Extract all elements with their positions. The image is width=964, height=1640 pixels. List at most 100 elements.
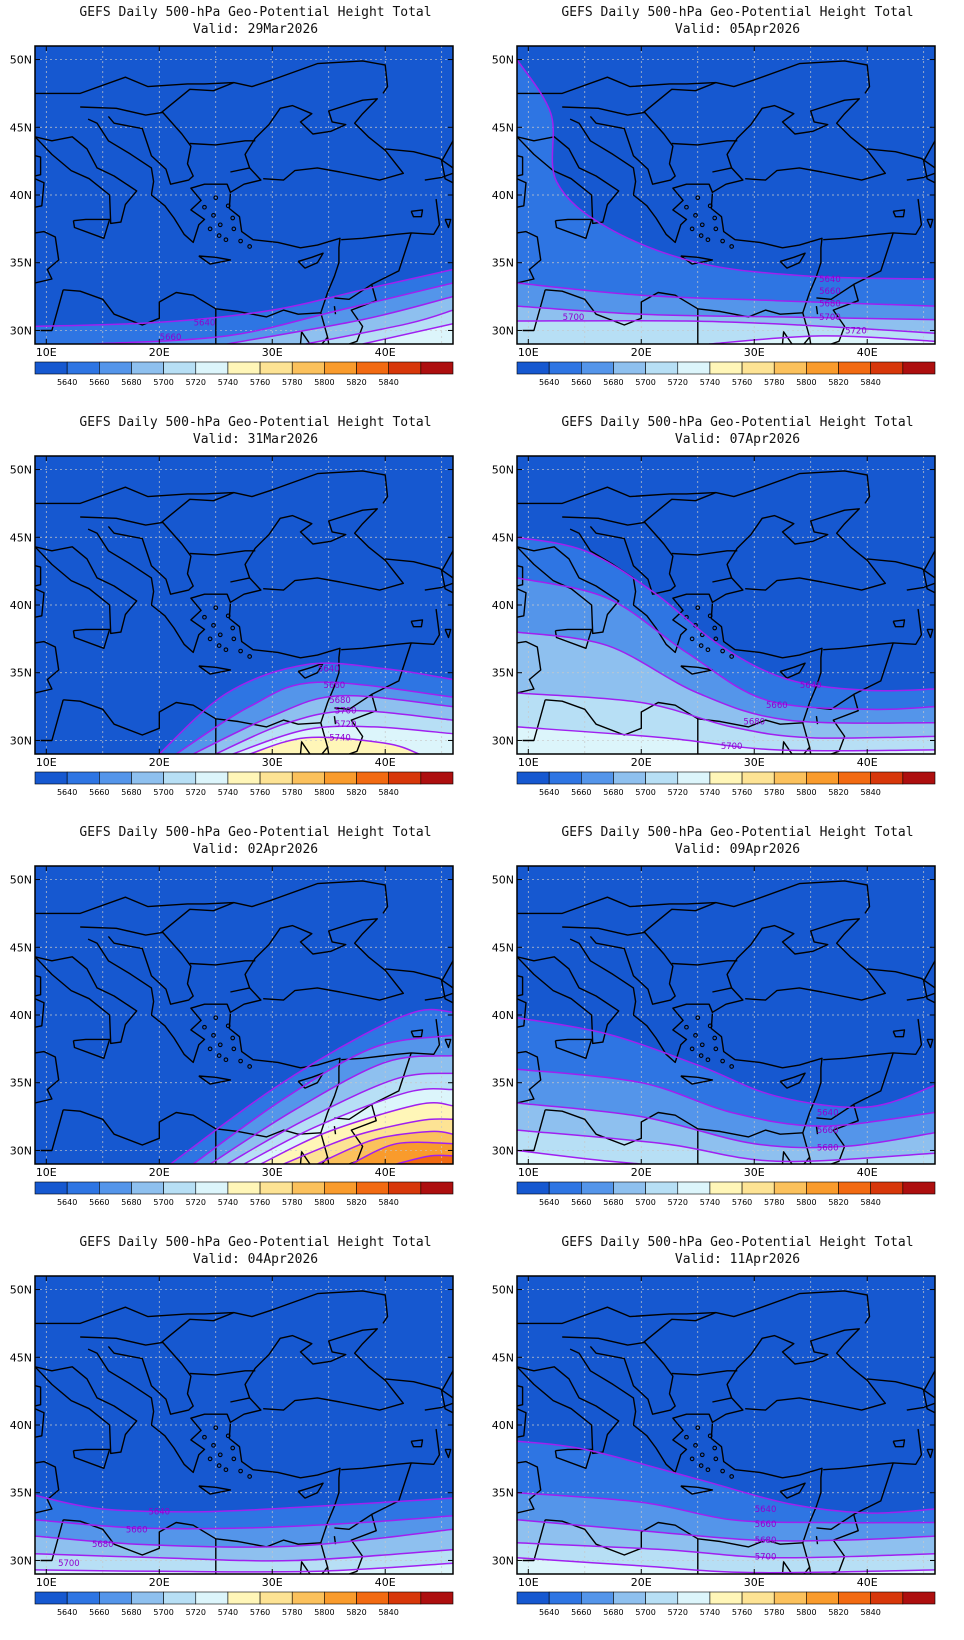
coastline: [444, 1448, 452, 1459]
contour-line-5640: [517, 59, 935, 280]
colorbar-swatch: [420, 1591, 454, 1605]
island: [720, 238, 725, 244]
tick-label-lat: 50N: [10, 1284, 32, 1297]
coastline: [161, 901, 235, 933]
coastline: [569, 918, 886, 1064]
island: [713, 636, 719, 642]
island: [720, 648, 725, 654]
island: [223, 1057, 229, 1063]
colorbar-swatch: [870, 771, 904, 785]
coastline: [87, 98, 404, 244]
coastline: [926, 1448, 934, 1459]
tick-label-lon: 10E: [36, 1166, 57, 1179]
tick-label-lat: 40N: [10, 1419, 32, 1432]
coastline: [671, 1370, 738, 1376]
island: [213, 1425, 219, 1431]
island: [707, 1433, 713, 1439]
contour-label: 5640: [819, 275, 841, 285]
contour-line-5680: [517, 1102, 935, 1149]
colorbar-swatch: [356, 771, 389, 785]
coastline: [333, 306, 337, 315]
colorbar-swatch: [131, 771, 164, 785]
island: [695, 195, 701, 201]
coastline: [87, 918, 404, 1064]
contour-label: 5700: [721, 742, 743, 752]
coastline: [228, 1423, 341, 1574]
height-band-5700: [517, 1130, 935, 1164]
colorbar-label: 5640: [539, 1608, 559, 1617]
map-panel: GEFS Daily 500-hPa Geo-Potential Height …: [482, 820, 964, 1230]
island: [202, 1434, 207, 1440]
island: [202, 614, 207, 620]
coastline: [517, 470, 871, 505]
coastline: [230, 987, 250, 993]
coastline: [643, 491, 717, 523]
colorbar-label: 5640: [57, 788, 77, 797]
coastline: [712, 1397, 732, 1403]
coastline: [35, 880, 389, 915]
island: [712, 215, 718, 221]
colorbar-label: 5740: [218, 788, 238, 797]
contour-label: 5680: [817, 1144, 839, 1154]
colorbar-label: 5780: [282, 378, 302, 387]
island: [712, 625, 718, 631]
colorbar-swatch: [291, 361, 325, 375]
coastline: [906, 1402, 935, 1411]
tick-label-lat: 50N: [492, 54, 514, 67]
colorbar-label: 5660: [571, 378, 591, 387]
colorbar-swatch: [645, 771, 679, 785]
coastline: [87, 508, 404, 654]
height-band-5720: [517, 1150, 935, 1164]
colorbar-label: 5820: [828, 788, 848, 797]
colorbar-swatch: [66, 361, 100, 375]
coastline: [712, 987, 732, 993]
coastline: [35, 60, 389, 95]
coastline: [441, 140, 453, 184]
colorbar-label: 5700: [153, 1198, 173, 1207]
tick-label-lat: 40N: [10, 599, 32, 612]
contour-line-5720: [517, 1149, 642, 1164]
tick-label-lat: 45N: [492, 531, 514, 544]
colorbar-label: 5780: [282, 788, 302, 797]
colorbar-swatch: [388, 1591, 422, 1605]
tick-label-lat: 45N: [10, 1351, 32, 1364]
island: [217, 222, 223, 228]
coastline: [348, 1514, 377, 1574]
coastline: [892, 619, 906, 628]
coastline: [410, 1439, 424, 1448]
colorbar-label: 5740: [218, 378, 238, 387]
contour-line-5680: [517, 305, 935, 321]
coastline: [517, 1385, 524, 1407]
colorbar-swatch: [613, 1181, 646, 1195]
colorbar-label: 5700: [153, 378, 173, 387]
tick-label-lat: 50N: [492, 874, 514, 887]
colorbar-swatch: [195, 771, 229, 785]
contour-line-5660: [175, 681, 453, 754]
contour-line-5720: [35, 1562, 453, 1573]
coastline: [35, 588, 45, 618]
colorbar-swatch: [227, 361, 261, 375]
coastline: [517, 178, 527, 208]
colorbar-label: 5700: [635, 378, 655, 387]
colorbar-swatch: [709, 1591, 743, 1605]
height-band-5820: [396, 1155, 453, 1164]
tick-label-lon: 30E: [744, 756, 765, 769]
coastline: [643, 1311, 717, 1343]
contour-label: 5700: [563, 313, 585, 323]
colorbar-swatch: [388, 1181, 422, 1195]
colorbar-label: 5820: [346, 1198, 366, 1207]
colorbar-swatch: [548, 361, 582, 375]
contour-line-5780: [317, 1130, 453, 1164]
panel-title: GEFS Daily 500-hPa Geo-Potential Height …: [79, 1235, 432, 1250]
tick-label-lon: 10E: [36, 756, 57, 769]
colorbar-label: 5700: [153, 788, 173, 797]
tick-label-lat: 40N: [492, 599, 514, 612]
coastline: [35, 1050, 60, 1104]
colorbar-label: 5740: [218, 1608, 238, 1617]
coastline: [35, 1290, 389, 1325]
coastline: [80, 1336, 194, 1415]
coastline: [230, 167, 250, 173]
island: [729, 244, 734, 249]
tick-label-lon: 10E: [36, 346, 57, 359]
colorbar-label: 5720: [186, 1198, 206, 1207]
